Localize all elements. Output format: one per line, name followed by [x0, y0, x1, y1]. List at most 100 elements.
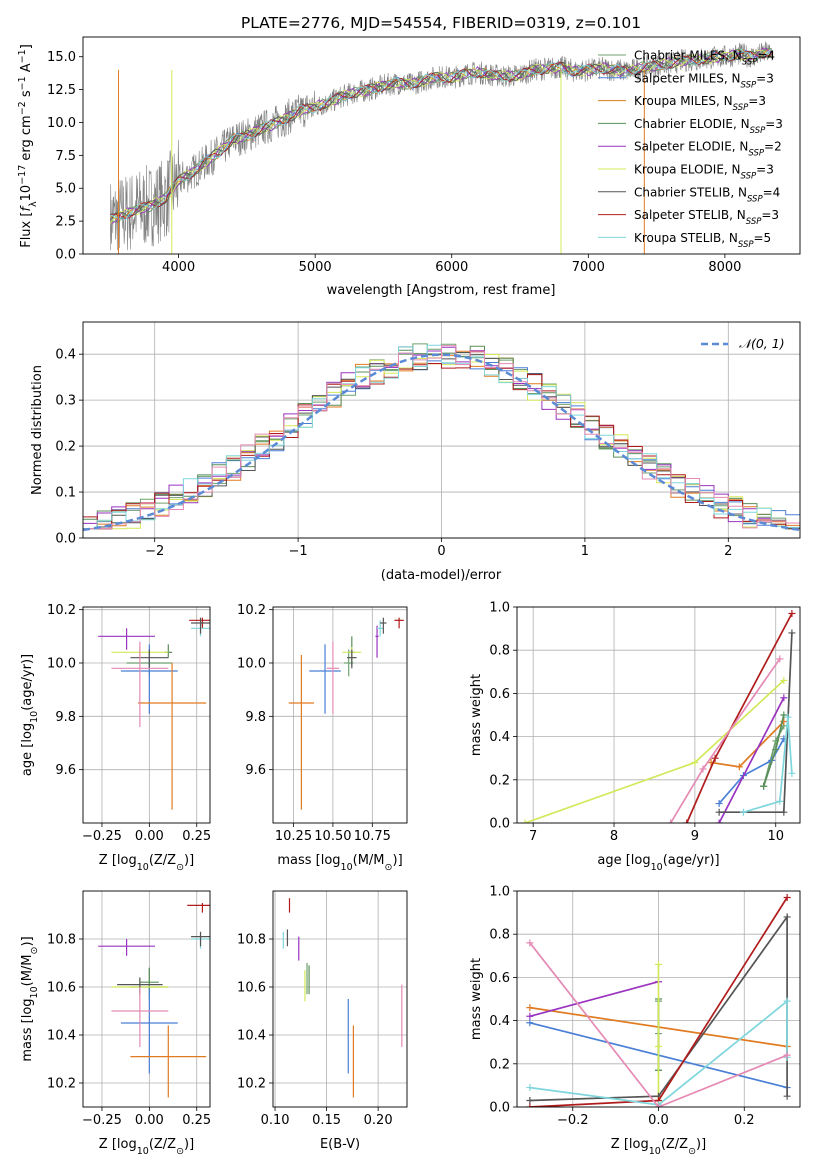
label-part: mass [log [20, 998, 35, 1061]
x-tick-label: −0.25 [82, 829, 122, 844]
y-tick-label: 10.2 [47, 603, 76, 618]
series-line [743, 717, 793, 814]
plot-area [521, 609, 796, 823]
legend-label-sub: SSP [741, 172, 757, 182]
y-axis-label-part: f [19, 205, 34, 212]
data-point [288, 655, 314, 810]
series-marker [655, 1103, 662, 1107]
axes-frame [82, 36, 801, 255]
legend-label-pre: Chabrier MILES, N [634, 49, 742, 63]
label-part: Z [log [611, 1137, 649, 1152]
series-marker [715, 808, 723, 816]
x-tick-label: 10.75 [354, 829, 391, 844]
y-tick-label: 9.6 [55, 763, 76, 778]
y-tick-label: 0.2 [489, 773, 510, 788]
legend-label-pre: Kroupa STELIB, N [634, 231, 738, 245]
legend-label-sub: SSP [738, 240, 754, 250]
legend-label: 𝒩(0, 1) [739, 336, 785, 351]
x-tick-label: 0.00 [135, 1113, 164, 1128]
plot-area [98, 617, 210, 810]
series-marker [526, 1084, 534, 1092]
x-axis-label: (data-model)/error [381, 568, 502, 583]
plot-area [526, 893, 791, 1107]
legend-label-pre: Kroupa ELODIE, N [634, 163, 741, 177]
legend-label-post: =3 [756, 71, 774, 85]
y-tick-label: 2.5 [55, 215, 76, 230]
x-axis-label: age [log10(age/yr)] [597, 853, 719, 873]
x-tick-label: 1 [581, 544, 589, 559]
series-marker [788, 609, 796, 617]
y-axis-label-part: 10 [19, 185, 34, 202]
x-tick-label: 0.20 [364, 1113, 393, 1128]
axes-age_vs_mass: 10.25 10.50 10.75 9.6 9.8 10.0 10.2 mass [log10… [237, 603, 408, 873]
label-part: age [log [597, 853, 650, 868]
data-point [130, 1025, 207, 1098]
series-marker [526, 939, 534, 947]
legend-label-sub: SSP [733, 103, 749, 113]
series-marker [735, 763, 743, 771]
label-part: )] [184, 853, 194, 868]
axes-frame [272, 606, 408, 824]
y-tick-label: 9.6 [245, 763, 266, 778]
series-marker [526, 1004, 534, 1012]
model-spectrum-line [110, 50, 773, 220]
series-marker [655, 1043, 662, 1051]
data-point [187, 903, 210, 913]
data-point [98, 939, 156, 956]
y-tick-label: 7.5 [55, 149, 76, 164]
legend-label-sub: SSP [747, 194, 763, 204]
data-point [347, 649, 357, 669]
y-tick-label: 0.2 [55, 440, 76, 455]
x-axis-label: E(B-V) [320, 1137, 360, 1152]
x-tick-label: 0.25 [182, 1113, 211, 1128]
label-part: )] [696, 1137, 706, 1152]
legend-label: Kroupa MILES, NSSP=3 [634, 94, 766, 113]
series-marker [780, 676, 788, 684]
legend-label: Salpeter STELIB, NSSP=3 [634, 208, 779, 227]
series-marker [783, 893, 791, 901]
legend-label-post: =3 [756, 163, 774, 177]
x-tick-label: 5000 [299, 260, 332, 275]
legend-label-post: =2 [764, 140, 782, 154]
data-point [120, 987, 178, 1074]
y-axis-label: mass [log10(M/M⊙)] [20, 936, 40, 1061]
y-axis-label: mass weight [469, 674, 484, 756]
y-tick-label: 0.6 [489, 687, 510, 702]
series-marker [776, 797, 784, 805]
y-axis-label: Normed distribution [30, 365, 45, 495]
label-part: )] [20, 936, 35, 946]
data-point [375, 625, 379, 658]
label-part: ⊙ [176, 1146, 184, 1157]
legend-label: Salpeter ELODIE, NSSP=2 [634, 140, 782, 159]
axes-frame [82, 890, 211, 1108]
legend-label-post: =4 [757, 49, 775, 63]
series-marker [739, 808, 747, 816]
y-tick-label: 15.0 [47, 50, 76, 65]
data-point [98, 628, 156, 650]
series-marker [772, 746, 780, 754]
axes-frame [516, 890, 801, 1108]
y-tick-label: 0.0 [489, 817, 510, 832]
y-tick-label: 12.5 [47, 83, 76, 98]
label-part: (age/yr)] [663, 853, 720, 868]
x-tick-label: 8 [610, 829, 618, 844]
model-spectrum-line [110, 48, 772, 221]
x-tick-label: 0.15 [312, 1113, 341, 1128]
x-tick-label: −0.25 [82, 1113, 122, 1128]
normal-reference-curve [83, 353, 800, 532]
histogram-step-line [83, 345, 800, 530]
y-tick-label: 0.1 [55, 486, 76, 501]
series-marker [711, 754, 719, 762]
y-tick-label: 0.8 [489, 644, 510, 659]
x-tick-label: −1 [289, 544, 308, 559]
series-marker [780, 694, 788, 702]
y-tick-label: 10.2 [237, 603, 266, 618]
y-tick-label: 9.8 [55, 710, 76, 725]
label-part: Z [log [99, 1137, 137, 1152]
plot-area [98, 903, 210, 1098]
legend-label: Kroupa STELIB, NSSP=5 [634, 231, 771, 250]
x-tick-label: 0.0 [648, 1113, 669, 1128]
x-tick-label: 4000 [162, 260, 195, 275]
